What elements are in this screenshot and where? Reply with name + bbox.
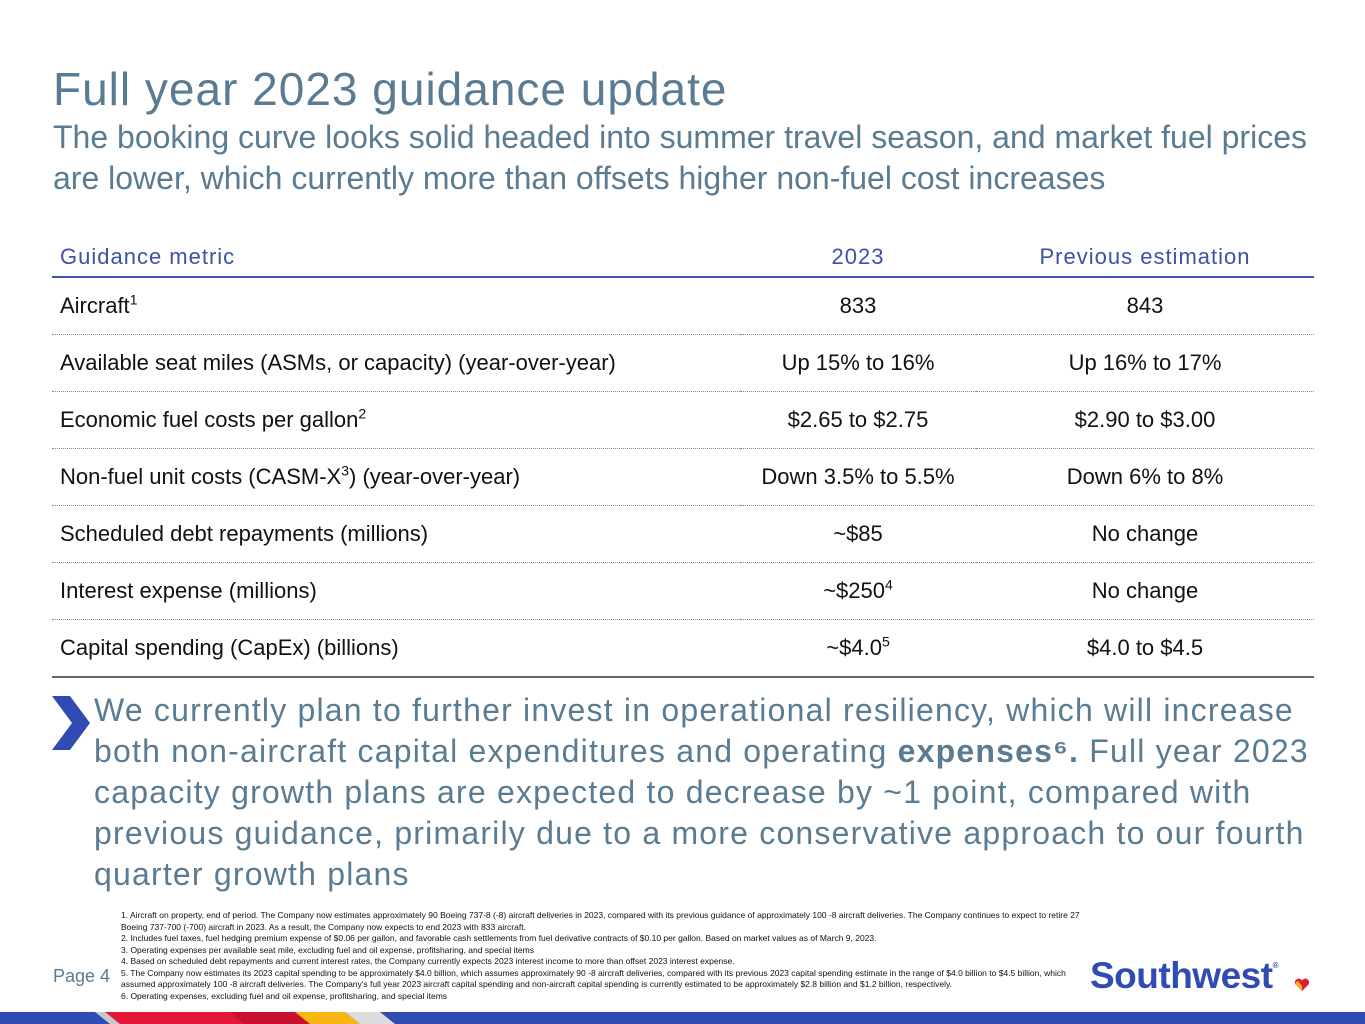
table-row: Scheduled debt repayments (millions) ~$8… — [52, 505, 1314, 563]
value-previous-cell: 843 — [976, 277, 1314, 335]
guidance-table: Guidance metric 2023 Previous estimation… — [52, 238, 1314, 678]
metric-cell: Non-fuel unit costs (CASM-X3) (year-over… — [52, 448, 740, 506]
metric-label-tail: ) (year-over-year) — [349, 464, 521, 489]
page-title: Full year 2023 guidance update — [53, 63, 728, 115]
value-2023-cell: Up 15% to 16% — [740, 334, 976, 392]
footnote-ref: 5 — [881, 633, 890, 650]
metric-cell: Aircraft1 — [52, 277, 740, 335]
footnote-ref: 2 — [358, 405, 367, 422]
table-row: Economic fuel costs per gallon2 $2.65 to… — [52, 391, 1314, 449]
footnote-3: 3. Operating expenses per available seat… — [121, 944, 534, 955]
logo-text: Southwest — [1090, 955, 1273, 996]
table-row: Interest expense (millions) ~$2504 No ch… — [52, 562, 1314, 620]
value-previous-cell: No change — [976, 562, 1314, 620]
value-2023-cell: Down 3.5% to 5.5% — [740, 448, 976, 506]
value-previous-cell: Up 16% to 17% — [976, 334, 1314, 392]
footnote-ref: 3 — [341, 462, 349, 479]
page-subtitle: The booking curve looks solid headed int… — [53, 119, 1307, 196]
table-row: Capital spending (CapEx) (billions) ~$4.… — [52, 619, 1314, 678]
footnote-5: 5. The Company now estimates its 2023 ca… — [121, 967, 1066, 990]
table-row: Aircraft1 833 843 — [52, 277, 1314, 335]
value-previous-cell: No change — [976, 505, 1314, 563]
footnotes: 1. Aircraft on property, end of period. … — [121, 910, 1101, 1002]
metric-cell: Capital spending (CapEx) (billions) — [52, 619, 740, 678]
column-header-2023: 2023 — [740, 238, 976, 278]
column-header-previous: Previous estimation — [976, 238, 1314, 278]
table-row: Available seat miles (ASMs, or capacity)… — [52, 334, 1314, 392]
value-2023-cell: ~$2504 — [740, 562, 976, 620]
footer-stripe — [0, 1012, 1365, 1024]
metric-cell: Available seat miles (ASMs, or capacity)… — [52, 334, 740, 392]
footnote-ref: 4 — [885, 576, 893, 593]
metric-cell: Scheduled debt repayments (millions) — [52, 505, 740, 563]
value-text: ~$250 — [823, 578, 885, 603]
value-2023-cell: ~$4.05 — [740, 619, 976, 678]
value-previous-cell: $2.90 to $3.00 — [976, 391, 1314, 449]
value-2023-cell: 833 — [740, 277, 976, 335]
metric-cell: Interest expense (millions) — [52, 562, 740, 620]
table-row: Non-fuel unit costs (CASM-X3) (year-over… — [52, 448, 1314, 506]
metric-label: Economic fuel costs per gallon — [60, 407, 359, 432]
registered-mark: ® — [1272, 961, 1279, 970]
callout-part-a: We currently plan to further invest in o… — [94, 692, 1294, 769]
value-2023-cell: $2.65 to $2.75 — [740, 391, 976, 449]
page-number: Page 4 — [53, 966, 111, 986]
footnote-6: 6. Operating expenses, excluding fuel an… — [121, 990, 448, 1001]
callout-bold: expenses⁶. — [897, 733, 1080, 769]
metric-label: Non-fuel unit costs (CASM-X — [60, 464, 342, 489]
value-2023-cell: ~$85 — [740, 505, 976, 563]
column-header-metric: Guidance metric — [52, 238, 740, 278]
southwest-logo: Southwest® — [1090, 955, 1279, 997]
footnote-4: 4. Based on scheduled debt repayments an… — [121, 956, 735, 966]
callout-part-b: Full year 2023 capacity growth plans are… — [94, 733, 1309, 892]
heart-icon — [1294, 978, 1310, 991]
footnote-1: 1. Aircraft on property, end of period. … — [121, 910, 1080, 932]
table-header-row: Guidance metric 2023 Previous estimation — [52, 238, 1314, 278]
footnote-ref: 1 — [129, 291, 138, 308]
metric-cell: Economic fuel costs per gallon2 — [52, 391, 740, 449]
callout-text: We currently plan to further invest in o… — [94, 690, 1334, 895]
metric-label: Aircraft — [60, 293, 130, 318]
chevron-right-icon — [52, 696, 90, 750]
value-text: ~$4.0 — [826, 635, 882, 660]
value-previous-cell: $4.0 to $4.5 — [976, 619, 1314, 678]
value-previous-cell: Down 6% to 8% — [976, 448, 1314, 506]
footnote-2: 2. Includes fuel taxes, fuel hedging pre… — [121, 933, 877, 943]
